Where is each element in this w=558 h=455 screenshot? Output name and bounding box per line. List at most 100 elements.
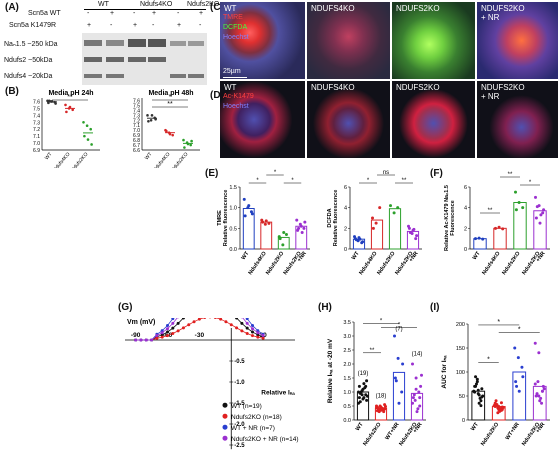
- x-tick-label: Ndufs4KO: [152, 151, 171, 168]
- sign: -: [133, 10, 136, 17]
- data-point: [393, 376, 397, 380]
- y-tick-label: 200: [456, 322, 465, 328]
- panel-label-b: (B): [5, 86, 19, 97]
- y-tick-label: 7.1: [133, 123, 140, 129]
- bar: [392, 371, 406, 421]
- data-point: [389, 204, 392, 208]
- bar: [410, 392, 424, 421]
- data-point: [497, 407, 501, 411]
- sign: -: [199, 22, 202, 29]
- data-point: [417, 390, 421, 394]
- data-point: [477, 401, 481, 405]
- data-point: [542, 387, 546, 391]
- x-tick-label: WT: [241, 250, 251, 261]
- data-point: [171, 318, 175, 321]
- panel-label-a: (A): [5, 2, 19, 13]
- data-point: [256, 335, 260, 339]
- bar: [473, 238, 487, 250]
- y-tick-label: 0.0: [229, 247, 237, 253]
- sign: -: [87, 10, 90, 17]
- ph-scatter-plots: Media pH 24h7.67.57.47.37.27.17.06.9WTNd…: [33, 90, 200, 168]
- data-point: [521, 375, 525, 379]
- data-point: [494, 399, 498, 403]
- data-point: [54, 102, 57, 105]
- panel-label-i: (I): [430, 302, 440, 313]
- data-point: [354, 238, 358, 242]
- sig-label: *: [274, 170, 277, 176]
- data-point: [190, 139, 193, 143]
- data-point: [65, 110, 68, 114]
- y-tick-label: 7.3: [33, 120, 40, 126]
- data-point: [521, 206, 525, 210]
- plot-title: Media pH 48h: [148, 90, 193, 97]
- data-point: [419, 384, 423, 388]
- y-tick-label: 1.0: [229, 206, 237, 212]
- data-point: [235, 326, 239, 330]
- sig-label: *: [529, 180, 532, 186]
- data-point: [537, 394, 541, 398]
- data-point: [160, 329, 164, 333]
- legend-dcfda: DCFDA: [223, 24, 248, 31]
- data-point: [264, 219, 268, 223]
- data-point: [479, 404, 483, 408]
- data-point: [501, 227, 505, 231]
- x-tick-label: Ndufs2KO: [480, 421, 501, 447]
- data-point: [224, 320, 228, 324]
- y-tick-label: -0.5: [234, 359, 245, 365]
- x-tick-label: +NR: [408, 251, 419, 264]
- data-point: [166, 334, 169, 338]
- data-point: [540, 389, 544, 393]
- band-row-nav15: [84, 39, 204, 47]
- data-point: [83, 134, 86, 138]
- data-point: [192, 320, 196, 324]
- data-point: [358, 237, 362, 241]
- micro-c-wt: WT TMRE DCFDA Hoechst 25µm: [220, 2, 305, 79]
- data-point: [134, 338, 138, 342]
- data-point: [365, 398, 369, 402]
- data-point: [182, 138, 185, 142]
- data-point: [418, 396, 422, 400]
- x-tick-label: Ndufs4KO: [481, 250, 502, 276]
- data-point: [263, 222, 267, 226]
- y-tick-label: 3.5: [343, 320, 351, 326]
- sig-label: **: [402, 178, 407, 184]
- data-point: [497, 405, 501, 409]
- micro-c-ndufs2ko-nr: NDUFS2KO + NR: [477, 2, 558, 79]
- x-tick-label: WT: [144, 151, 154, 161]
- data-point: [513, 346, 517, 350]
- data-point: [413, 398, 417, 402]
- y-tick-label: 7.1: [33, 134, 40, 140]
- y-tick-label: 7.4: [33, 113, 40, 119]
- fluorescence-bar-charts: 0.00.51.01.5WTNdufs4KONdufs2KONdufs2KO+N…: [217, 170, 422, 276]
- y-tick-label: 6.6: [133, 148, 140, 154]
- y-tick-label: 7.0: [133, 128, 140, 134]
- data-point: [376, 407, 380, 411]
- data-point: [160, 333, 164, 337]
- data-point: [541, 211, 545, 215]
- data-point: [176, 321, 180, 325]
- data-point: [171, 331, 175, 335]
- data-point: [516, 356, 520, 360]
- data-point: [412, 393, 416, 397]
- data-point: [496, 411, 500, 415]
- micro-d-wt: WT Ac-K1479 Hoechst: [220, 81, 305, 158]
- data-point: [358, 400, 362, 404]
- sign: +: [87, 22, 92, 29]
- data-point: [213, 318, 217, 319]
- micro-c-ndufs4ko: NDUFS4KO: [307, 2, 390, 79]
- data-point: [379, 405, 383, 409]
- group-wt: WT: [98, 1, 109, 8]
- data-point: [240, 329, 244, 333]
- n-label: (14): [412, 352, 423, 358]
- data-point: [362, 382, 366, 386]
- data-point: [514, 380, 518, 384]
- sig-label: *: [497, 319, 500, 326]
- data-point: [517, 389, 521, 393]
- data-point: [520, 365, 524, 369]
- data-point: [181, 318, 185, 320]
- data-point: [302, 226, 306, 230]
- data-point: [494, 226, 497, 230]
- data-point: [147, 119, 150, 123]
- data-point: [242, 197, 246, 201]
- data-point: [85, 124, 89, 128]
